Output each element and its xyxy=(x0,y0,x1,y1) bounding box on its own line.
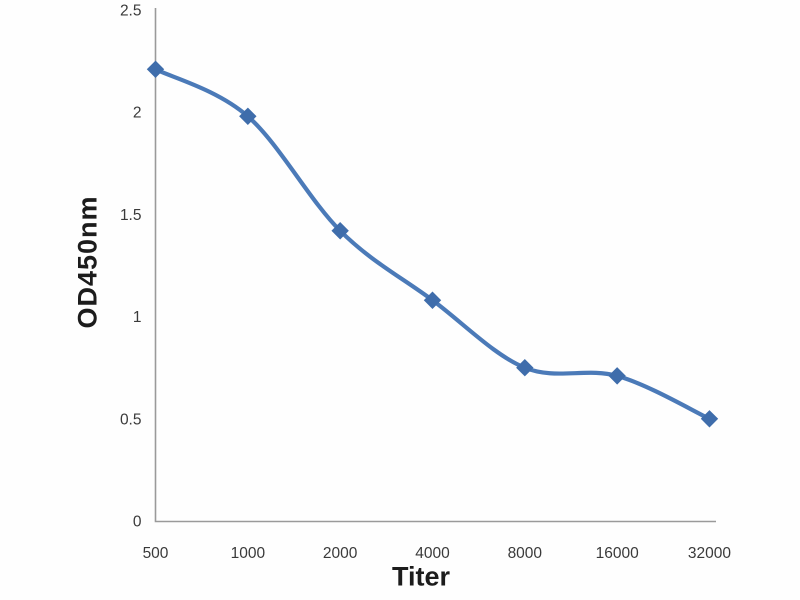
data-point-marker xyxy=(608,367,626,385)
x-tick-label: 32000 xyxy=(688,545,731,562)
x-tick-label: 8000 xyxy=(508,545,543,562)
x-tick-label: 2000 xyxy=(323,545,358,562)
y-tick-label: 0 xyxy=(133,514,142,531)
x-tick-label: 500 xyxy=(143,545,169,562)
y-axis-title: OD450nm xyxy=(72,195,103,329)
y-tick-label: 2.5 xyxy=(120,3,142,20)
x-tick-label: 4000 xyxy=(415,545,450,562)
data-point-marker xyxy=(331,222,349,240)
x-tick-label: 16000 xyxy=(596,545,639,562)
data-point-marker xyxy=(423,291,442,309)
x-tick-label: 1000 xyxy=(231,545,266,562)
y-tick-label: 0.5 xyxy=(120,411,142,428)
y-tick-label: 1.5 xyxy=(120,207,142,224)
data-point-marker xyxy=(239,107,257,125)
y-tick-label: 1 xyxy=(133,309,142,326)
data-point-marker xyxy=(700,410,719,428)
data-point-marker xyxy=(516,358,534,377)
x-axis-title: Titer xyxy=(391,561,451,592)
data-point-marker xyxy=(146,60,165,78)
y-tick-label: 2 xyxy=(133,105,142,122)
data-line xyxy=(153,67,712,421)
